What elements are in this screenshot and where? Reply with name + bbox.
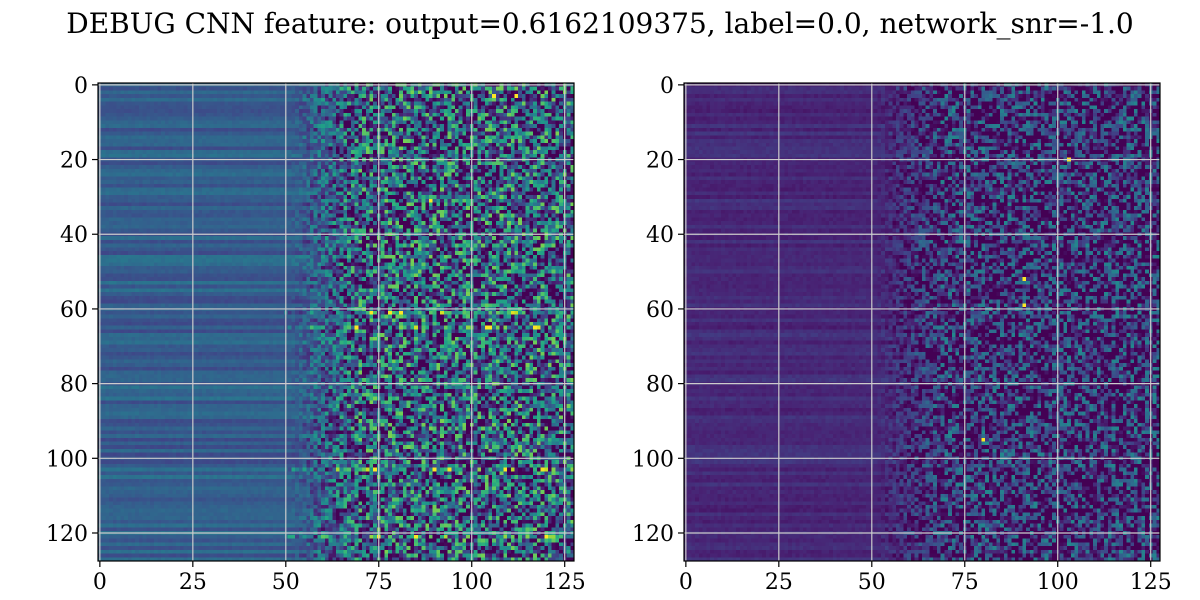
figure-title: DEBUG CNN feature: output=0.6162109375, … (66, 7, 1134, 40)
heatmap-right: 0 25 50 75 100 125 0 20 40 60 80 100 120 (632, 74, 1172, 595)
y-tick-label: 100 (46, 447, 88, 472)
y-tick-label: 100 (632, 447, 674, 472)
x-tick-label: 100 (451, 570, 493, 595)
x-tick-label: 125 (544, 570, 586, 595)
y-tick-label: 40 (60, 223, 88, 248)
y-tick-label: 120 (46, 522, 88, 547)
x-tick-label: 0 (679, 570, 693, 595)
x-tick-label: 125 (1130, 570, 1172, 595)
y-tick-label: 80 (60, 373, 88, 398)
y-tick-label: 0 (74, 74, 88, 99)
y-tick-label: 40 (646, 223, 674, 248)
y-tick-label: 20 (60, 149, 88, 174)
x-tick-label: 100 (1037, 570, 1079, 595)
x-tick-label: 0 (93, 570, 107, 595)
y-tick-label: 0 (660, 74, 674, 99)
axes-frame (97, 82, 575, 562)
heatmap-right-axes: 0 25 50 75 100 125 0 20 40 60 80 100 120 (632, 74, 1172, 595)
heatmap-right-image (684, 83, 1160, 561)
axes-frame (683, 82, 1161, 562)
x-tick-label: 75 (365, 570, 393, 595)
y-tick-label: 60 (60, 298, 88, 323)
x-tick-label: 25 (179, 570, 207, 595)
heatmap-left-axes: 0 25 50 75 100 125 0 20 40 60 80 100 120 (46, 74, 586, 595)
y-tick-label: 80 (646, 373, 674, 398)
y-tick-label: 20 (646, 149, 674, 174)
x-tick-label: 25 (765, 570, 793, 595)
x-tick-label: 50 (858, 570, 886, 595)
heatmap-left-image (98, 83, 574, 561)
x-tick-label: 50 (272, 570, 300, 595)
y-tick-label: 60 (646, 298, 674, 323)
heatmap-left: 0 25 50 75 100 125 0 20 40 60 80 100 120 (46, 74, 586, 595)
x-tick-label: 75 (951, 570, 979, 595)
y-tick-label: 120 (632, 522, 674, 547)
